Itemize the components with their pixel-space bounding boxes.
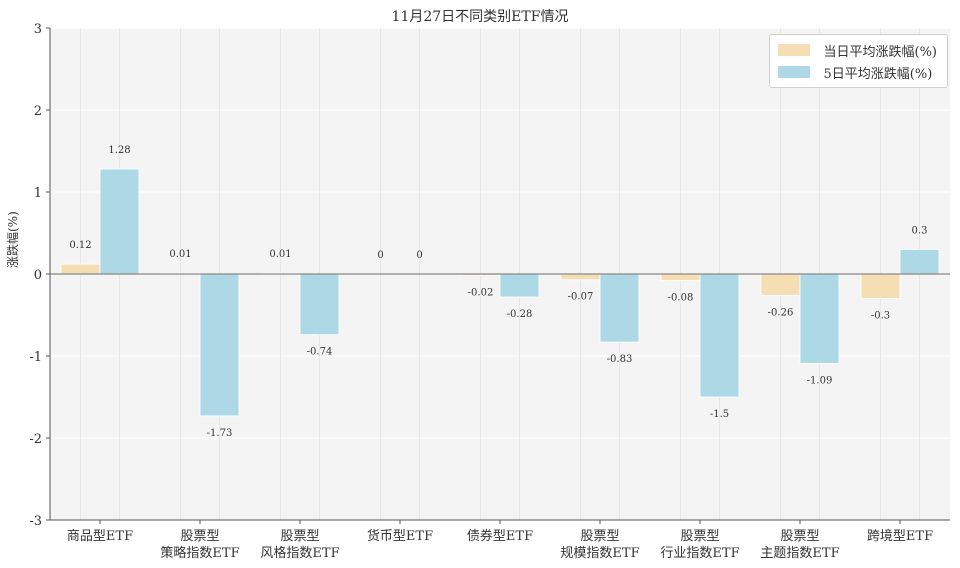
- x-tick-label: 跨境型ETF: [867, 529, 933, 544]
- x-tick-label: 债券型ETF: [467, 528, 533, 544]
- legend-swatch-daily: [777, 44, 810, 56]
- data-label: -0.3: [871, 311, 890, 322]
- x-tick-label: 行业指数ETF: [660, 546, 739, 561]
- y-tick-label: -2: [29, 432, 42, 447]
- data-label: -1.5: [710, 409, 729, 420]
- bar-daily: [760, 273, 801, 296]
- y-tick-label: -1: [29, 350, 42, 365]
- bar-5day: [199, 273, 240, 417]
- bar-daily: [660, 273, 701, 281]
- bar-5day: [799, 273, 840, 364]
- y-tick-label: 0: [34, 268, 42, 283]
- data-label: 0.01: [169, 249, 191, 260]
- data-label: -0.28: [507, 309, 533, 320]
- data-label: -0.83: [607, 354, 633, 365]
- x-tick-label: 股票型: [280, 529, 319, 544]
- x-tick-label: 策略指数ETF: [160, 545, 239, 561]
- data-label: 0.3: [912, 225, 928, 236]
- data-label: 0.01: [269, 249, 291, 260]
- data-label: -1.09: [807, 375, 833, 386]
- x-tick-label: 货币型ETF: [367, 528, 433, 544]
- data-label: 0.12: [69, 240, 91, 251]
- data-label: 0: [377, 250, 383, 261]
- data-label: -0.08: [668, 293, 694, 304]
- bar-daily: [860, 273, 901, 300]
- bar-5day: [499, 273, 540, 298]
- bar-daily: [60, 263, 101, 275]
- y-tick-label: 1: [34, 186, 42, 201]
- data-label: -0.07: [568, 292, 594, 303]
- x-tick-label: 股票型: [580, 529, 619, 544]
- bar-5day: [899, 248, 940, 275]
- legend: 当日平均涨跌幅(%) 5日平均涨跌幅(%): [768, 34, 948, 88]
- legend-item-5day: 5日平均涨跌幅(%): [777, 61, 938, 83]
- x-tick-label: 商品型ETF: [67, 529, 133, 544]
- bar-5day: [699, 273, 740, 398]
- x-tick-label: 股票型: [680, 529, 719, 544]
- x-tick-label: 风格指数ETF: [260, 545, 339, 561]
- y-tick-label: -3: [29, 514, 42, 529]
- data-label: 0: [416, 250, 422, 261]
- x-tick-label: 股票型: [780, 529, 819, 544]
- x-tick-label: 规模指数ETF: [560, 546, 639, 561]
- y-tick-label: 3: [34, 22, 42, 37]
- legend-label-daily: 当日平均涨跌幅(%): [823, 44, 938, 60]
- data-label: 1.28: [108, 145, 130, 156]
- legend-swatch-5day: [777, 66, 810, 78]
- data-label: -0.02: [468, 288, 494, 299]
- bar-5day: [99, 168, 140, 275]
- data-label: -0.26: [768, 307, 794, 318]
- bar-daily: [560, 273, 601, 281]
- x-tick-label: 主题指数ETF: [760, 546, 839, 561]
- legend-item-daily: 当日平均涨跌幅(%): [777, 39, 938, 61]
- data-label: -1.73: [207, 428, 233, 439]
- bar-5day: [299, 273, 340, 336]
- legend-label-5day: 5日平均涨跌幅(%): [823, 66, 933, 82]
- data-label: -0.74: [307, 347, 333, 358]
- bar-5day: [599, 273, 640, 343]
- x-tick-label: 股票型: [180, 529, 219, 544]
- y-tick-label: 2: [34, 104, 42, 119]
- chart-title: 11月27日不同类别ETF情况: [391, 9, 569, 25]
